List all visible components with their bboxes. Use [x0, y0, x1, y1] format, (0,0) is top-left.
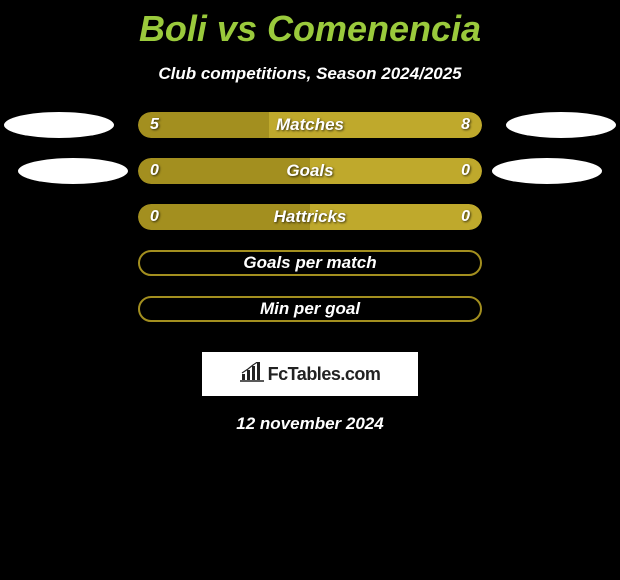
stat-row: Matches5 8: [0, 112, 620, 158]
date: 12 november 2024: [0, 414, 620, 434]
stat-value-left: 0: [150, 162, 159, 180]
brand-text: FcTables.com: [268, 364, 381, 385]
stat-label: Goals: [138, 161, 482, 181]
player-ellipse-right: [506, 112, 616, 138]
stat-row: Goals per match: [0, 250, 620, 296]
stat-value-right: 0: [461, 208, 470, 226]
page-title: Boli vs Comenencia: [0, 0, 620, 50]
stat-bar: Goals per match: [138, 250, 482, 276]
player-ellipse-left: [18, 158, 128, 184]
stat-rows: Matches58Goals00Hattricks00Goals per mat…: [0, 112, 620, 342]
brand-box: FcTables.com: [202, 352, 418, 396]
stat-value-left: 5: [150, 116, 159, 134]
subtitle: Club competitions, Season 2024/2025: [0, 64, 620, 84]
stat-row: Hattricks0 0: [0, 204, 620, 250]
stat-bar: Matches5 8: [138, 112, 482, 138]
stat-bar: Hattricks0 0: [138, 204, 482, 230]
stat-row: Min per goal: [0, 296, 620, 342]
stat-value-right: 8: [461, 116, 470, 134]
stat-label: Matches: [138, 115, 482, 135]
stat-label: Hattricks: [138, 207, 482, 227]
stat-label: Goals per match: [140, 253, 480, 273]
player-ellipse-right: [492, 158, 602, 184]
stat-row: Goals0 0: [0, 158, 620, 204]
stat-bar: Min per goal: [138, 296, 482, 322]
stat-value-left: 0: [150, 208, 159, 226]
stat-label: Min per goal: [140, 299, 480, 319]
bar-chart-icon: [240, 362, 264, 387]
player-ellipse-left: [4, 112, 114, 138]
stat-value-right: 0: [461, 162, 470, 180]
stat-bar: Goals0 0: [138, 158, 482, 184]
